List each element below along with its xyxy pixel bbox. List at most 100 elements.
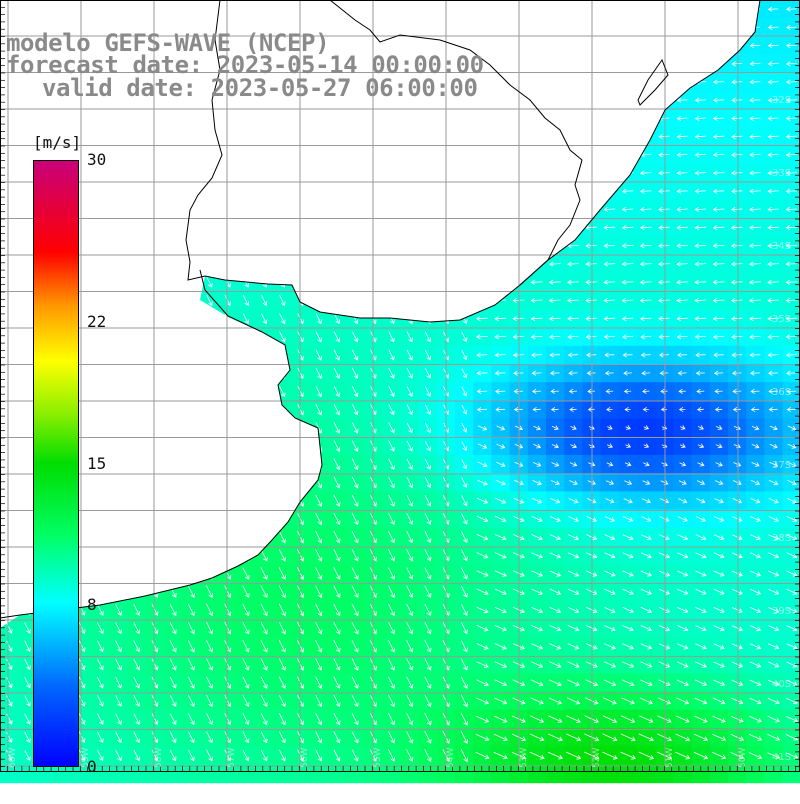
wind-arrow xyxy=(133,367,140,379)
wind-arrow xyxy=(406,349,413,361)
wind-arrow xyxy=(731,352,743,358)
wind-speed-cell xyxy=(527,18,547,37)
wind-arrow xyxy=(494,6,506,12)
wind-speed-cell xyxy=(455,236,474,256)
wind-speed-cell xyxy=(273,455,292,474)
wind-arrow xyxy=(679,425,686,430)
wind-arrow xyxy=(115,367,122,379)
wind-arrow xyxy=(133,113,140,124)
wind-arrow xyxy=(97,168,104,179)
wind-arrow xyxy=(224,204,231,215)
wind-arrow xyxy=(206,168,213,179)
wind-arrow xyxy=(532,406,541,413)
wind-arrow xyxy=(731,552,743,559)
wind-arrow xyxy=(388,4,395,15)
wind-arrow xyxy=(188,331,195,343)
wind-arrow xyxy=(494,79,506,85)
wind-arrow xyxy=(6,731,13,743)
wind-arrow xyxy=(769,480,779,486)
wind-speed-cell xyxy=(145,254,165,274)
wind-arrow xyxy=(424,658,432,671)
wind-arrow xyxy=(548,697,563,705)
wind-speed-cell xyxy=(0,218,19,238)
wind-arrow xyxy=(333,658,341,671)
wind-arrow xyxy=(767,679,780,686)
wind-arrow xyxy=(187,694,195,707)
wind-arrow xyxy=(786,679,798,686)
wind-arrow xyxy=(187,603,195,617)
wind-arrow xyxy=(768,388,778,394)
wind-arrow xyxy=(151,603,159,617)
wind-arrow xyxy=(115,385,122,398)
wind-speed-cell xyxy=(145,200,165,219)
wind-arrow xyxy=(714,516,725,522)
wind-arrow xyxy=(151,531,159,544)
wind-speed-cell xyxy=(163,273,183,292)
wind-speed-cell xyxy=(109,163,128,183)
wind-arrow xyxy=(406,204,413,215)
wind-arrow xyxy=(24,258,31,270)
wind-arrow xyxy=(749,279,761,285)
wind-speed-cell xyxy=(127,473,147,492)
wind-arrow xyxy=(694,152,706,158)
wind-speed-cell xyxy=(273,400,292,420)
wind-arrow xyxy=(425,4,431,15)
wind-arrow xyxy=(388,40,395,51)
wind-arrow xyxy=(224,240,231,252)
wind-arrow xyxy=(6,567,13,580)
wind-arrow xyxy=(97,367,104,379)
wind-speed-cell xyxy=(273,0,292,19)
wind-speed-cell xyxy=(709,36,729,56)
wind-speed-cell xyxy=(127,291,147,310)
wind-speed-cell xyxy=(382,218,401,238)
wind-speed-cell xyxy=(309,764,329,784)
wind-speed-cell xyxy=(91,564,110,583)
wind-arrow xyxy=(494,43,506,49)
wind-arrow xyxy=(6,476,13,489)
wind-arrow xyxy=(388,694,395,708)
wind-speed-cell xyxy=(145,509,165,529)
wind-arrow xyxy=(424,494,432,507)
wind-arrow xyxy=(78,513,86,525)
wind-arrow xyxy=(169,404,177,416)
wind-arrow xyxy=(388,422,395,434)
wind-arrow xyxy=(530,261,543,267)
longitude-label: 56W xyxy=(300,747,310,768)
wind-arrow xyxy=(603,661,616,668)
wind-arrow xyxy=(460,712,468,726)
wind-arrow xyxy=(242,186,249,197)
wind-arrow xyxy=(424,186,431,197)
wind-arrow xyxy=(333,404,341,416)
wind-arrow xyxy=(494,661,507,668)
wind-arrow xyxy=(351,458,359,471)
wind-arrow xyxy=(531,570,544,577)
wind-arrow xyxy=(242,476,250,489)
wind-arrow xyxy=(279,313,286,325)
wind-arrow xyxy=(406,331,413,343)
wind-arrow xyxy=(78,731,86,744)
wind-arrow xyxy=(494,352,506,358)
wind-speed-cell xyxy=(145,455,165,474)
wind-speed-cell xyxy=(527,145,547,165)
wind-arrow xyxy=(694,279,707,285)
wind-arrow xyxy=(604,24,615,30)
wind-arrow xyxy=(333,530,341,544)
wind-speed-cell xyxy=(163,382,183,401)
wind-arrow xyxy=(278,640,286,653)
wind-speed-cell xyxy=(291,182,310,201)
wind-arrow xyxy=(424,513,432,525)
wind-arrow xyxy=(712,297,725,303)
wind-speed-cell xyxy=(0,491,19,511)
wind-speed-cell xyxy=(109,145,128,165)
wind-speed-cell xyxy=(491,163,511,183)
longitude-label: 58W xyxy=(154,747,164,768)
wind-arrow xyxy=(603,679,617,687)
wind-arrow xyxy=(640,170,652,176)
wind-arrow xyxy=(315,676,323,689)
wind-arrow xyxy=(406,694,414,708)
wind-arrow xyxy=(242,204,249,215)
wind-speed-cell xyxy=(182,0,201,19)
latitude-label: 38S xyxy=(772,533,792,544)
wind-arrow xyxy=(461,331,468,343)
colorbar-tick-label: 15 xyxy=(87,453,107,473)
